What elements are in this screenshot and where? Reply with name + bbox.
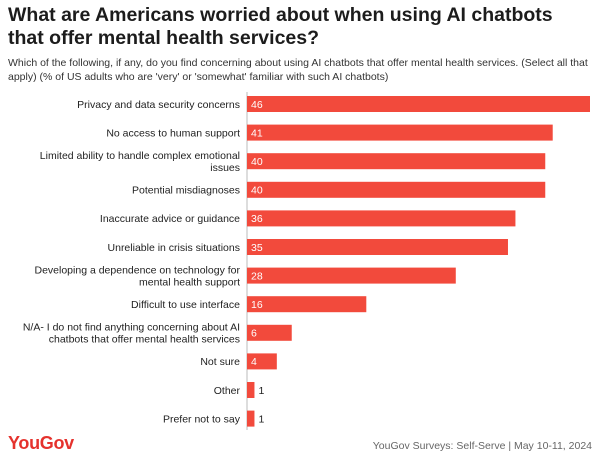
bar — [247, 410, 255, 427]
bar — [247, 239, 508, 255]
data-label: 28 — [251, 270, 263, 282]
data-label: 35 — [251, 242, 263, 254]
category-label: No access to human support — [106, 127, 240, 139]
category-label: Unreliable in crisis situations — [108, 242, 240, 254]
data-label: 1 — [258, 413, 264, 425]
bar — [247, 153, 546, 170]
category-label: Difficult to use interface — [131, 299, 240, 311]
source-note: YouGov Surveys: Self-Serve | May 10-11, … — [372, 440, 592, 452]
data-label: 46 — [251, 99, 263, 111]
chart-subtitle: Which of the following, if any, do you f… — [8, 57, 588, 83]
data-label: 16 — [251, 299, 263, 311]
data-label: 40 — [251, 185, 263, 197]
bar — [247, 210, 516, 227]
data-label: 40 — [251, 156, 263, 168]
data-label: 41 — [251, 127, 263, 139]
data-label: 36 — [251, 213, 263, 225]
category-label: Inaccurate advice or guidance — [100, 213, 240, 225]
category-label: N/A- I do not find anything concerning a… — [23, 322, 240, 346]
bar — [247, 324, 292, 341]
category-label: Privacy and data security concerns — [77, 99, 240, 111]
category-label: Limited ability to handle complex emotio… — [40, 150, 240, 174]
bar — [247, 382, 255, 398]
category-label: Not sure — [200, 356, 240, 368]
data-label: 4 — [251, 356, 257, 368]
bar — [247, 296, 367, 313]
data-label: 6 — [251, 328, 257, 340]
data-label: 1 — [258, 385, 264, 397]
bar — [247, 181, 546, 198]
chart-title: What are Americans worried about when us… — [8, 4, 553, 49]
bar — [247, 267, 456, 284]
category-label: Potential misdiagnoses — [132, 185, 240, 197]
bar — [247, 96, 590, 112]
category-label: Developing a dependence on technology fo… — [35, 264, 241, 288]
category-label: Other — [214, 385, 241, 397]
bar — [247, 124, 553, 141]
category-label: Prefer not to say — [163, 413, 241, 425]
bar — [247, 353, 277, 370]
yougov-logo: YouGov — [8, 433, 74, 453]
